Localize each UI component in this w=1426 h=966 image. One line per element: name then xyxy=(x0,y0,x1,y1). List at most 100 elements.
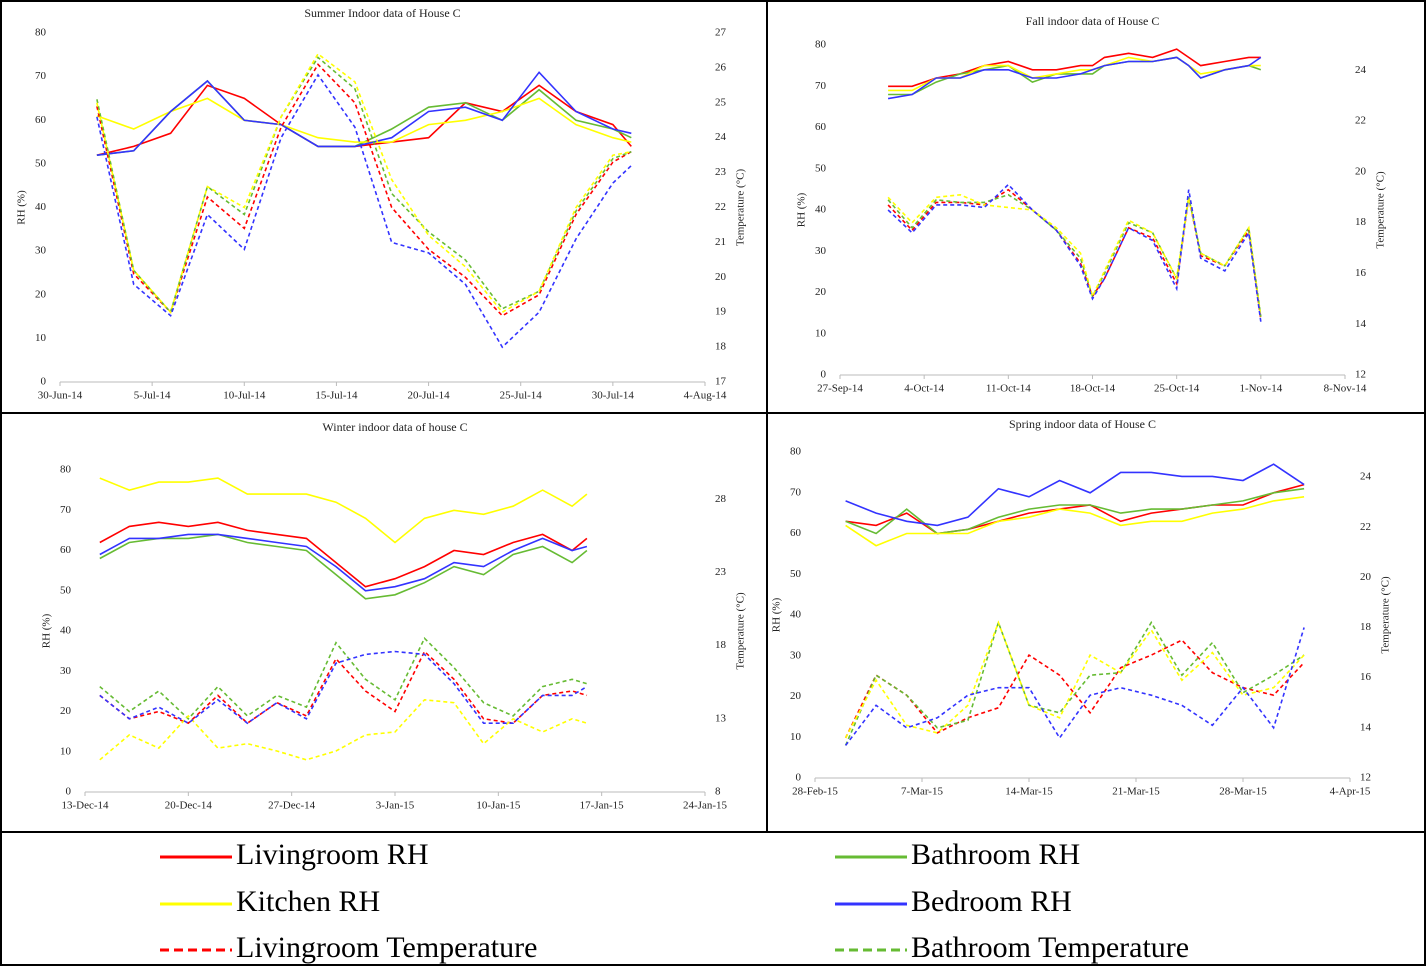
series-line xyxy=(99,533,588,600)
x-tick-label: 5-Jul-14 xyxy=(134,390,171,402)
y-tick-label: 10 xyxy=(60,745,72,757)
y2-tick-label: 13 xyxy=(715,712,727,724)
y2-tick-label: 24 xyxy=(715,131,727,143)
y2-tick-label: 20 xyxy=(715,271,727,283)
y2-tick-label: 24 xyxy=(1355,64,1367,76)
y-axis-label: RH (%) xyxy=(771,597,783,632)
y-tick-label: 40 xyxy=(815,204,827,216)
y-tick-label: 50 xyxy=(60,584,72,596)
y-tick-label: 0 xyxy=(66,786,72,798)
y-tick-label: 50 xyxy=(35,157,47,169)
chart-title: Spring indoor data of House C xyxy=(1009,417,1156,431)
series-line xyxy=(845,463,1305,527)
y-tick-label: 0 xyxy=(41,376,47,388)
y2-tick-label: 23 xyxy=(715,566,727,578)
x-tick-label: 10-Jul-14 xyxy=(223,390,266,402)
legend-label: Bathroom Temperature xyxy=(911,931,1189,964)
x-tick-label: 1-Nov-14 xyxy=(1239,383,1282,395)
y-tick-label: 70 xyxy=(790,486,802,498)
x-tick-label: 4-Aug-14 xyxy=(684,390,727,402)
y-tick-label: 60 xyxy=(815,121,827,133)
legend-label: Livingroom RH xyxy=(236,838,429,871)
chart-title: Summer Indoor data of House C xyxy=(304,6,460,20)
series-line xyxy=(96,52,632,314)
x-tick-label: 28-Mar-15 xyxy=(1219,786,1267,798)
y-axis-label: RH (%) xyxy=(16,190,28,225)
x-tick-label: 17-Jan-15 xyxy=(580,800,624,812)
y2-axis-label: Temperature (°C) xyxy=(735,592,747,670)
y-tick-label: 70 xyxy=(35,70,47,82)
y-tick-label: 0 xyxy=(821,369,827,381)
series-line xyxy=(96,97,632,143)
y2-axis-label: Temperature (°C) xyxy=(735,169,747,247)
y-tick-label: 80 xyxy=(815,39,827,51)
y-tick-label: 30 xyxy=(815,245,827,257)
y2-tick-label: 21 xyxy=(715,236,726,248)
y2-tick-label: 16 xyxy=(1360,671,1372,683)
y-tick-label: 10 xyxy=(815,327,827,339)
y2-tick-label: 12 xyxy=(1360,772,1371,784)
series-line xyxy=(99,477,588,544)
y-tick-label: 50 xyxy=(790,568,802,580)
y-tick-label: 40 xyxy=(35,201,47,213)
series-line xyxy=(99,521,588,588)
x-tick-label: 15-Jul-14 xyxy=(315,390,358,402)
y-tick-label: 30 xyxy=(35,245,47,257)
y-tick-label: 20 xyxy=(815,286,827,298)
y-axis-label: RH (%) xyxy=(796,192,808,227)
y2-tick-label: 26 xyxy=(715,61,727,73)
y2-tick-label: 18 xyxy=(715,639,727,651)
y-tick-label: 70 xyxy=(60,504,72,516)
y2-tick-label: 27 xyxy=(715,27,727,39)
x-tick-label: 20-Jul-14 xyxy=(407,390,450,402)
x-tick-label: 4-Oct-14 xyxy=(904,383,944,395)
x-tick-label: 11-Oct-14 xyxy=(986,383,1031,395)
y-tick-label: 50 xyxy=(815,162,827,174)
y2-tick-label: 23 xyxy=(715,166,727,178)
series-line xyxy=(887,183,1262,322)
y-tick-label: 30 xyxy=(790,649,802,661)
legend-label: Kitchen RH xyxy=(236,885,380,918)
y2-tick-label: 8 xyxy=(715,786,721,798)
y-tick-label: 0 xyxy=(796,772,802,784)
x-tick-label: 20-Dec-14 xyxy=(165,800,213,812)
series-line xyxy=(844,639,1305,739)
y-tick-label: 10 xyxy=(790,731,802,743)
series-line xyxy=(844,620,1305,746)
chart-title: Fall indoor data of House C xyxy=(1026,14,1160,28)
y-tick-label: 80 xyxy=(790,446,802,458)
y-tick-label: 20 xyxy=(35,288,47,300)
y-tick-label: 70 xyxy=(815,80,827,92)
y2-tick-label: 28 xyxy=(715,493,727,505)
series-line xyxy=(99,650,588,725)
y-tick-label: 20 xyxy=(60,705,72,717)
y2-tick-label: 18 xyxy=(1355,216,1367,228)
series-line xyxy=(96,84,632,156)
x-tick-label: 7-Mar-15 xyxy=(901,786,943,798)
series-line xyxy=(96,73,632,349)
y2-axis-label: Temperature (°C) xyxy=(1375,171,1387,249)
series-line xyxy=(99,698,588,761)
x-tick-label: 3-Jan-15 xyxy=(376,800,415,812)
series-line xyxy=(887,188,1262,320)
series-line xyxy=(844,620,1305,739)
y-tick-label: 80 xyxy=(35,27,47,39)
series-line xyxy=(96,56,632,314)
x-tick-label: 25-Jul-14 xyxy=(500,390,543,402)
y2-tick-label: 25 xyxy=(715,96,727,108)
y2-tick-label: 18 xyxy=(715,341,727,353)
x-tick-label: 10-Jan-15 xyxy=(476,800,520,812)
x-tick-label: 4-Apr-15 xyxy=(1330,786,1371,798)
y-tick-label: 10 xyxy=(35,332,47,344)
x-tick-label: 30-Jul-14 xyxy=(592,390,635,402)
series-line xyxy=(845,487,1305,535)
series-line xyxy=(99,636,588,720)
y2-axis-label: Temperature (°C) xyxy=(1380,576,1392,654)
y-tick-label: 80 xyxy=(60,464,72,476)
x-tick-label: 25-Oct-14 xyxy=(1154,383,1200,395)
series-line xyxy=(845,483,1305,535)
series-line xyxy=(887,193,1262,317)
legend-label: Bathroom RH xyxy=(911,838,1080,871)
